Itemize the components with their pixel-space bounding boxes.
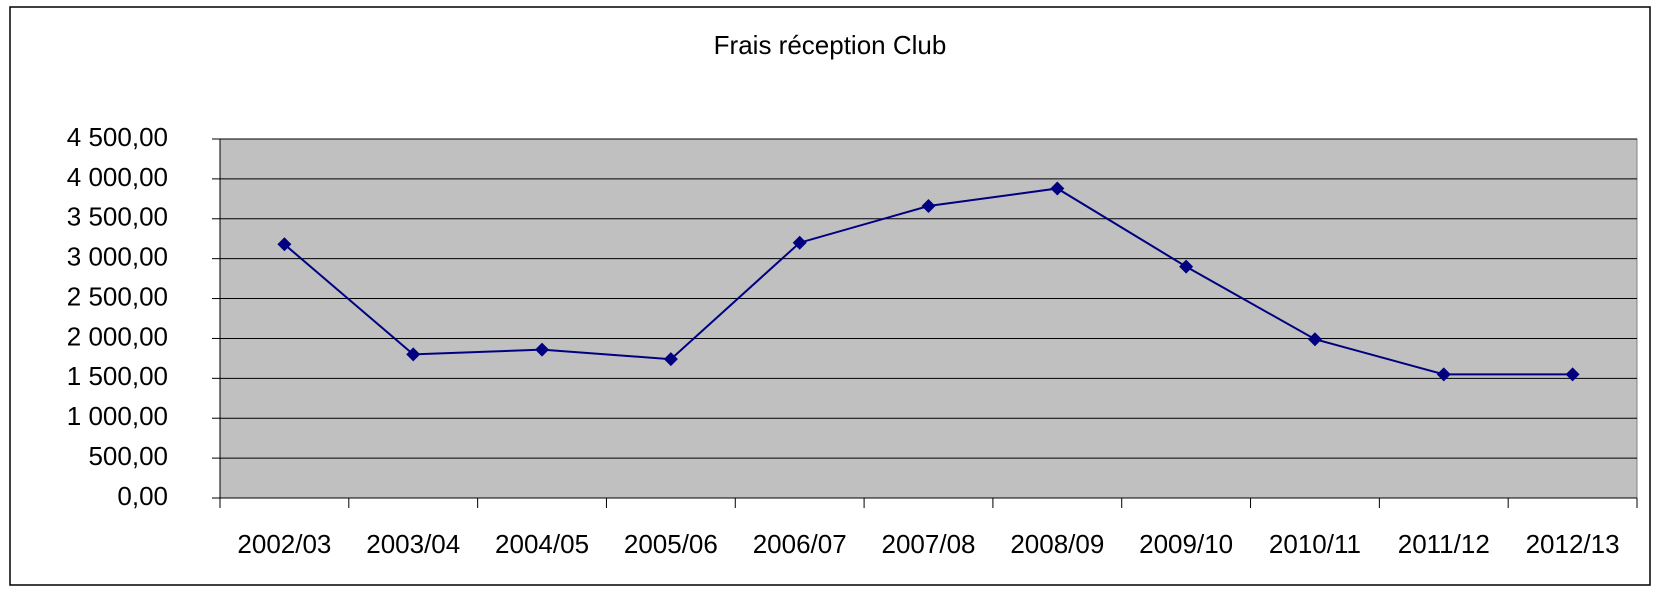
- x-tick-label: 2002/03: [237, 529, 331, 559]
- x-tick-label: 2003/04: [366, 529, 460, 559]
- data-marker: [1307, 332, 1322, 347]
- data-marker: [663, 352, 678, 367]
- y-tick-label: 4 500,00: [67, 122, 168, 152]
- x-tick-label: 2011/12: [1398, 529, 1490, 559]
- y-tick-label: 3 500,00: [67, 202, 168, 232]
- data-marker: [921, 199, 936, 214]
- data-marker: [535, 342, 550, 357]
- y-tick-label: 2 500,00: [67, 281, 168, 311]
- x-tick-label: 2005/06: [624, 529, 718, 559]
- x-tick-label: 2004/05: [495, 529, 589, 559]
- data-marker: [1179, 259, 1194, 274]
- data-marker: [406, 347, 421, 362]
- x-tick-label: 2010/11: [1269, 529, 1361, 559]
- x-tick-label: 2012/13: [1526, 529, 1620, 559]
- y-tick-label: 1 500,00: [67, 361, 168, 391]
- x-tick-label: 2008/09: [1010, 529, 1104, 559]
- y-tick-label: 2 000,00: [67, 321, 168, 351]
- y-tick-label: 500,00: [88, 441, 168, 471]
- y-tick-label: 1 000,00: [67, 401, 168, 431]
- x-tick-label: 2006/07: [753, 529, 847, 559]
- data-marker: [1436, 367, 1451, 382]
- chart-title: Frais réception Club: [714, 30, 947, 60]
- y-tick-label: 4 000,00: [67, 162, 168, 192]
- data-marker: [1565, 367, 1580, 382]
- x-tick-label: 2009/10: [1139, 529, 1233, 559]
- x-tick-label: 2007/08: [882, 529, 976, 559]
- data-marker: [277, 237, 292, 252]
- plot-area: [219, 138, 1638, 499]
- data-marker: [792, 235, 807, 250]
- y-tick-label: 3 000,00: [67, 242, 168, 272]
- y-tick-label: 0,00: [117, 481, 168, 511]
- data-marker: [1050, 181, 1065, 196]
